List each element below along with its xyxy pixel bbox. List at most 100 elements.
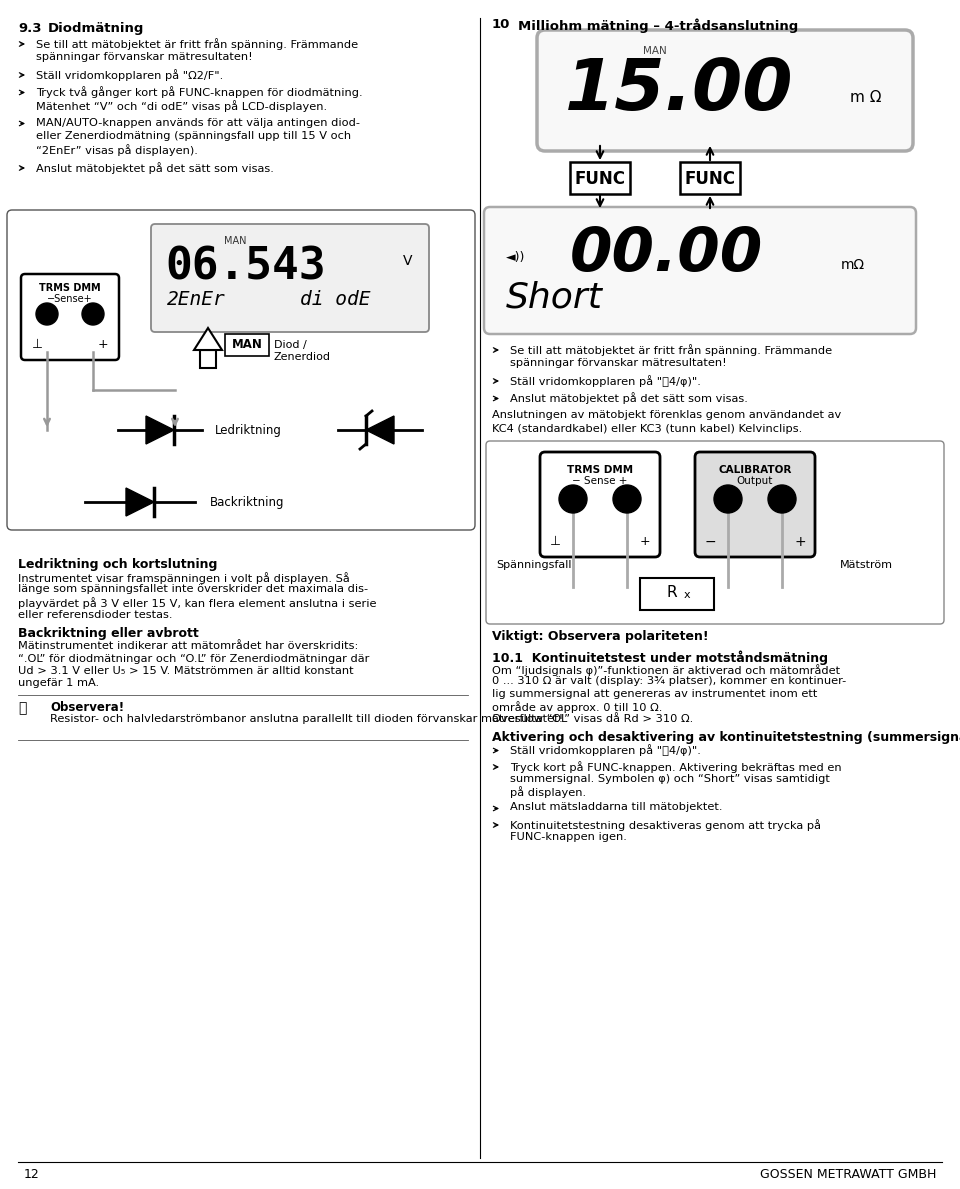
Circle shape [714,485,742,512]
FancyBboxPatch shape [225,334,269,356]
Text: Backriktning eller avbrott: Backriktning eller avbrott [18,627,199,640]
Text: ⊥: ⊥ [549,535,561,548]
Text: ungefär 1 mA.: ungefär 1 mA. [18,679,99,688]
FancyBboxPatch shape [680,162,740,194]
Text: MAN/AUTO-knappen används för att välja antingen diod-: MAN/AUTO-knappen används för att välja a… [36,118,360,127]
Text: Aktivering och desaktivering av kontinuitetstestning (summersignal): Aktivering och desaktivering av kontinui… [492,730,960,743]
Text: 15.00: 15.00 [565,56,794,125]
Text: x: x [684,590,690,600]
Text: Milliohm mätning – 4-trådsanslutning: Milliohm mätning – 4-trådsanslutning [518,18,799,32]
FancyBboxPatch shape [7,210,475,530]
Text: V: V [403,254,413,268]
Text: lig summersignal att genereras av instrumentet inom ett: lig summersignal att genereras av instru… [492,688,817,699]
Text: Short: Short [506,281,603,315]
Text: Mätström: Mätström [840,560,893,570]
Text: 12: 12 [24,1168,39,1181]
Text: Observera!: Observera! [50,702,124,715]
Text: summersignal. Symbolen φ) och “Short” visas samtidigt: summersignal. Symbolen φ) och “Short” vi… [510,774,829,784]
Text: Ställ vridomkopplaren på "Ω2/F".: Ställ vridomkopplaren på "Ω2/F". [36,69,224,81]
FancyBboxPatch shape [640,578,714,610]
Text: Ledriktning och kortslutning: Ledriktning och kortslutning [18,558,217,571]
FancyBboxPatch shape [21,273,119,360]
Text: 10.1  Kontinuitetstest under motståndsmätning: 10.1 Kontinuitetstest under motståndsmät… [492,650,828,665]
Text: CALIBRATOR: CALIBRATOR [718,465,792,474]
Text: Anslut mätobjektet på det sätt som visas.: Anslut mätobjektet på det sätt som visas… [36,162,274,174]
Text: Mätenhet “V” och “di odE” visas på LCD-displayen.: Mätenhet “V” och “di odE” visas på LCD-d… [36,100,327,112]
Text: Output: Output [737,476,773,486]
Text: “.OL” för diodmätningar och “O.L” för Zenerdiodmätningar där: “.OL” för diodmätningar och “O.L” för Ze… [18,654,370,663]
Text: Om “ljudsignals φ)”-funktionen är aktiverad och mätområdet: Om “ljudsignals φ)”-funktionen är aktive… [492,663,840,675]
Text: Ud > 3.1 V eller U₅ > 15 V. Mätströmmen är alltid konstant: Ud > 3.1 V eller U₅ > 15 V. Mätströmmen … [18,666,353,677]
FancyBboxPatch shape [570,162,630,194]
Text: eller Zenerdiodmätning (spänningsfall upp till 15 V och: eller Zenerdiodmätning (spänningsfall up… [36,131,351,141]
Text: Ställ vridomkopplaren på "΢4/φ)".: Ställ vridomkopplaren på "΢4/φ)". [510,375,701,386]
Text: område av approx. 0 till 10 Ω.: område av approx. 0 till 10 Ω. [492,702,662,713]
Polygon shape [146,416,174,443]
FancyBboxPatch shape [695,452,815,556]
Text: MAN: MAN [643,46,667,56]
Text: Anslutningen av mätobjekt förenklas genom användandet av: Anslutningen av mätobjekt förenklas geno… [492,410,841,420]
Circle shape [559,485,587,512]
Text: Viktigt: Observera polariteten!: Viktigt: Observera polariteten! [492,630,708,643]
Text: spänningar förvanskar mätresultaten!: spänningar förvanskar mätresultaten! [510,358,727,367]
Text: TRMS DMM: TRMS DMM [567,465,633,474]
Text: MAN: MAN [224,235,247,246]
Text: Kontinuitetstestning desaktiveras genom att trycka på: Kontinuitetstestning desaktiveras genom … [510,819,821,831]
Text: Instrumentet visar framspänningen i volt på displayen. Så: Instrumentet visar framspänningen i volt… [18,572,349,584]
Text: eller referensdioder testas.: eller referensdioder testas. [18,610,173,619]
FancyBboxPatch shape [540,452,660,556]
Text: ◄)): ◄)) [506,251,525,264]
Text: di odE: di odE [300,290,371,309]
FancyBboxPatch shape [537,30,913,151]
Text: Anslut mätobjektet på det sätt som visas.: Anslut mätobjektet på det sätt som visas… [510,392,748,404]
Text: KC4 (standardkabel) eller KC3 (tunn kabel) Kelvinclips.: KC4 (standardkabel) eller KC3 (tunn kabe… [492,424,803,434]
Text: länge som spänningsfallet inte överskrider det maximala dis-: länge som spänningsfallet inte överskrid… [18,585,368,594]
Text: 00.00: 00.00 [570,225,763,284]
Text: Spänningsfall: Spänningsfall [496,560,571,570]
Text: Mätinstrumentet indikerar att mätområdet har överskridits:: Mätinstrumentet indikerar att mätområdet… [18,641,358,652]
Text: m Ω: m Ω [850,90,881,105]
Text: Ställ vridomkopplaren på "΢4/φ)".: Ställ vridomkopplaren på "΢4/φ)". [510,744,701,756]
Text: mΩ: mΩ [841,258,865,272]
FancyBboxPatch shape [151,224,429,332]
Text: FUNC: FUNC [574,170,626,188]
Text: +: + [794,535,805,549]
Text: 2EnEr: 2EnEr [167,290,226,309]
Text: MAN: MAN [231,338,262,351]
Circle shape [36,303,58,325]
Polygon shape [366,416,394,443]
Text: Tryck kort på FUNC-knappen. Aktivering bekräftas med en: Tryck kort på FUNC-knappen. Aktivering b… [510,761,842,773]
Text: Anslut mätsladdarna till mätobjektet.: Anslut mätsladdarna till mätobjektet. [510,803,723,812]
Polygon shape [126,487,154,516]
Circle shape [82,303,104,325]
Text: 0 ... 310 Ω är valt (display: 3¾ platser), kommer en kontinuer-: 0 ... 310 Ω är valt (display: 3¾ platser… [492,677,847,686]
Text: Se till att mätobjektet är fritt från spänning. Främmande: Se till att mätobjektet är fritt från sp… [510,344,832,356]
FancyBboxPatch shape [486,441,944,624]
Text: FUNC: FUNC [684,170,735,188]
Text: FUNC-knappen igen.: FUNC-knappen igen. [510,831,627,842]
Text: +: + [98,338,108,351]
FancyBboxPatch shape [484,207,916,334]
Circle shape [613,485,641,512]
Text: spänningar förvanskar mätresultaten!: spänningar förvanskar mätresultaten! [36,51,252,62]
Text: GOSSEN METRAWATT GMBH: GOSSEN METRAWATT GMBH [759,1168,936,1181]
Text: −Sense+: −Sense+ [47,294,93,304]
Polygon shape [194,328,222,350]
Text: R: R [666,585,678,600]
FancyBboxPatch shape [200,350,216,369]
Text: Backriktning: Backriktning [210,496,284,509]
Text: ⊥: ⊥ [32,338,42,351]
Text: Overflow “OL” visas då Rd > 310 Ω.: Overflow “OL” visas då Rd > 310 Ω. [492,715,693,724]
Circle shape [768,485,796,512]
Text: playvärdet på 3 V eller 15 V, kan flera element anslutna i serie: playvärdet på 3 V eller 15 V, kan flera … [18,597,376,609]
Text: “2EnEr” visas på displayen).: “2EnEr” visas på displayen). [36,145,198,157]
Text: Se till att mätobjektet är fritt från spänning. Främmande: Se till att mätobjektet är fritt från sp… [36,38,358,50]
Text: 👉: 👉 [18,702,26,715]
Text: 06.543: 06.543 [165,246,325,289]
Text: 9.3: 9.3 [18,23,41,34]
Text: TRMS DMM: TRMS DMM [39,283,101,292]
Text: Ledriktning: Ledriktning [215,424,282,438]
Text: − Sense +: − Sense + [572,476,628,486]
Text: på displayen.: på displayen. [510,786,587,798]
Text: Resistor- och halvledarströmbanor anslutna parallellt till dioden förvanskar mät: Resistor- och halvledarströmbanor anslut… [50,715,564,724]
